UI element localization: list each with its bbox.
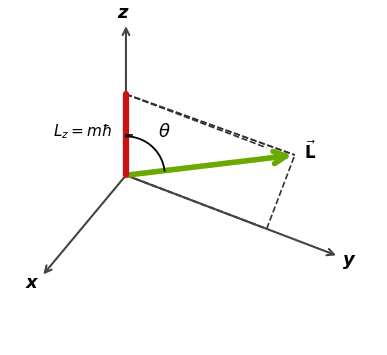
Text: z: z <box>117 4 128 22</box>
Text: y: y <box>343 251 355 269</box>
Text: $L_z = m\hbar$: $L_z = m\hbar$ <box>53 122 111 141</box>
Text: θ: θ <box>159 123 170 141</box>
Text: $\vec{\mathbf{L}}$: $\vec{\mathbf{L}}$ <box>304 140 316 163</box>
Text: x: x <box>26 274 37 292</box>
